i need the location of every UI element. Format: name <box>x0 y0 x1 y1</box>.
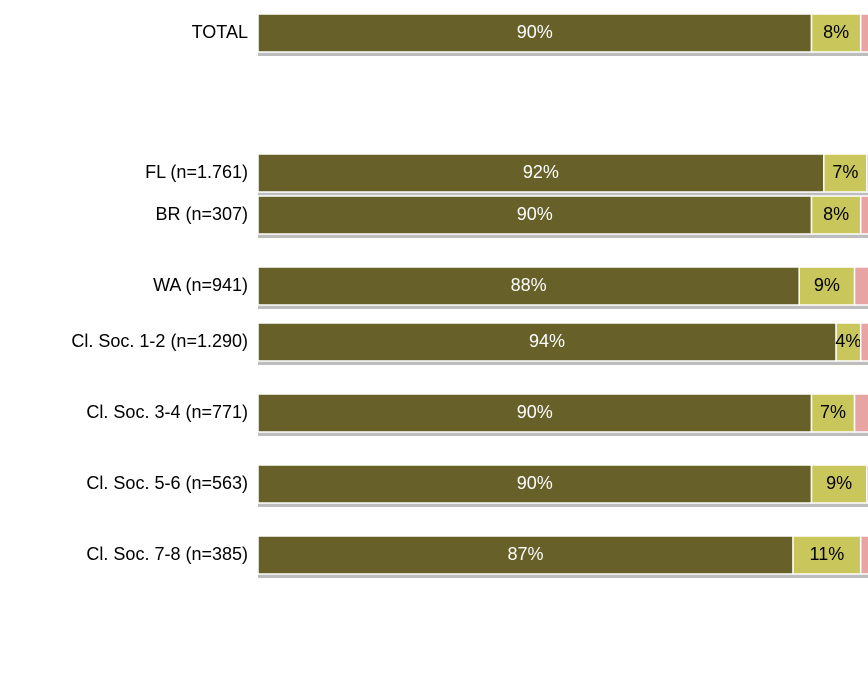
value-label: 90% <box>517 402 553 422</box>
bar-segment <box>859 322 868 362</box>
category-label: Cl. Soc. 3-4 (n=771) <box>86 402 248 422</box>
bar-shadow <box>258 574 868 578</box>
bar-segment <box>257 195 813 235</box>
bar-segment <box>257 464 813 504</box>
bar-segment <box>798 266 856 306</box>
bar-segment <box>859 195 868 235</box>
category-label: Cl. Soc. 5-6 (n=563) <box>86 473 248 493</box>
category-label: WA (n=941) <box>153 275 248 295</box>
value-label: 11% <box>810 544 845 564</box>
bar-segment <box>853 393 868 433</box>
category-label: FL (n=1.761) <box>145 162 248 182</box>
bar-shadow <box>258 52 868 56</box>
bar-shadow <box>258 503 868 507</box>
value-label: 7% <box>832 162 858 182</box>
value-label: 90% <box>517 473 553 493</box>
value-label: 94% <box>529 331 565 351</box>
bar-segment <box>853 266 868 306</box>
category-label: BR (n=307) <box>155 204 248 224</box>
bar-segment <box>257 322 837 362</box>
bar-segment <box>859 13 868 53</box>
value-label: 90% <box>517 204 553 224</box>
bar-segment <box>823 153 868 193</box>
value-label: 7% <box>820 402 846 422</box>
value-label: 4% <box>835 331 861 351</box>
value-label: 8% <box>823 204 849 224</box>
bar-shadow <box>258 305 868 309</box>
bar-segment <box>859 535 868 575</box>
bar-shadow <box>258 192 868 196</box>
bar-segment <box>257 13 813 53</box>
category-label: Cl. Soc. 7-8 (n=385) <box>86 544 248 564</box>
bar-shadow <box>258 432 868 436</box>
value-label: 9% <box>814 275 840 295</box>
value-label: 8% <box>823 22 849 42</box>
category-label: TOTAL <box>192 22 248 42</box>
bar-shadow <box>258 361 868 365</box>
category-label: Cl. Soc. 1-2 (n=1.290) <box>71 331 248 351</box>
bar-segment <box>257 266 800 306</box>
bar-segment <box>810 393 856 433</box>
value-label: 92% <box>523 162 559 182</box>
bar-segment <box>810 13 862 53</box>
value-label: 87% <box>508 544 544 564</box>
bar-shadow <box>258 234 868 238</box>
bar-segment <box>866 464 868 504</box>
value-label: 88% <box>511 275 547 295</box>
value-label: 9% <box>826 473 852 493</box>
bar-segment <box>810 464 868 504</box>
value-label: 90% <box>517 22 553 42</box>
bar-segment <box>866 153 868 193</box>
bar-segment <box>257 153 825 193</box>
bar-segment <box>810 195 862 235</box>
